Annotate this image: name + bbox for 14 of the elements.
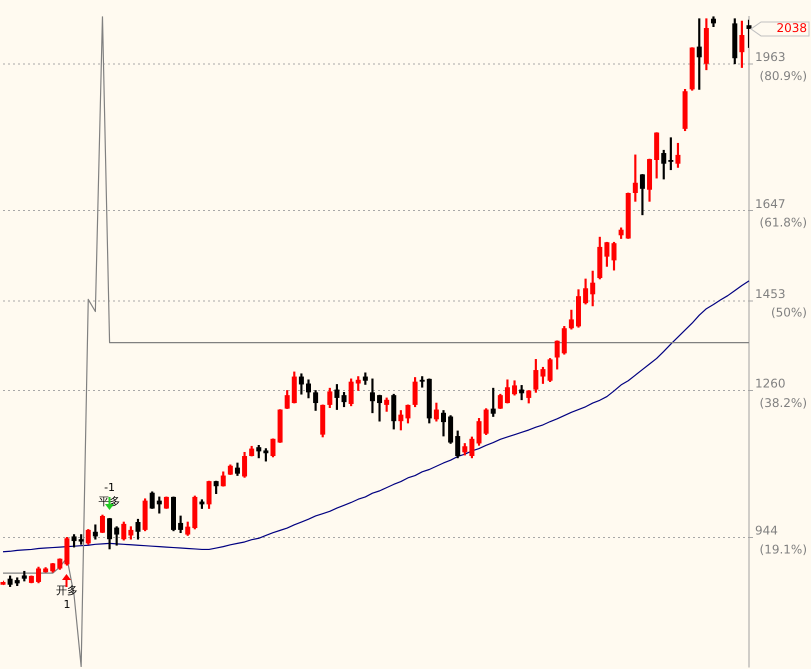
y2-tick-label: (50%) (770, 306, 807, 320)
y2-tick-label: (38.2%) (760, 396, 807, 410)
annotation: -1 (104, 481, 116, 494)
y-tick-label: 1260 (755, 376, 786, 391)
annotation: 1 (63, 598, 70, 612)
y2-tick-label: (61.8%) (760, 215, 807, 230)
y-tick-label: 1963 (755, 50, 786, 64)
y-tick-label: 1453 (755, 286, 786, 301)
annotation: 开多 (56, 584, 78, 598)
text: 2038 (776, 21, 807, 36)
y2-tick-label: (80.9%) (760, 68, 807, 83)
y-tick-label: 944 (755, 523, 778, 538)
y-tick-label: 1647 (755, 196, 786, 211)
y2-tick-label: (19.1%) (760, 542, 807, 556)
